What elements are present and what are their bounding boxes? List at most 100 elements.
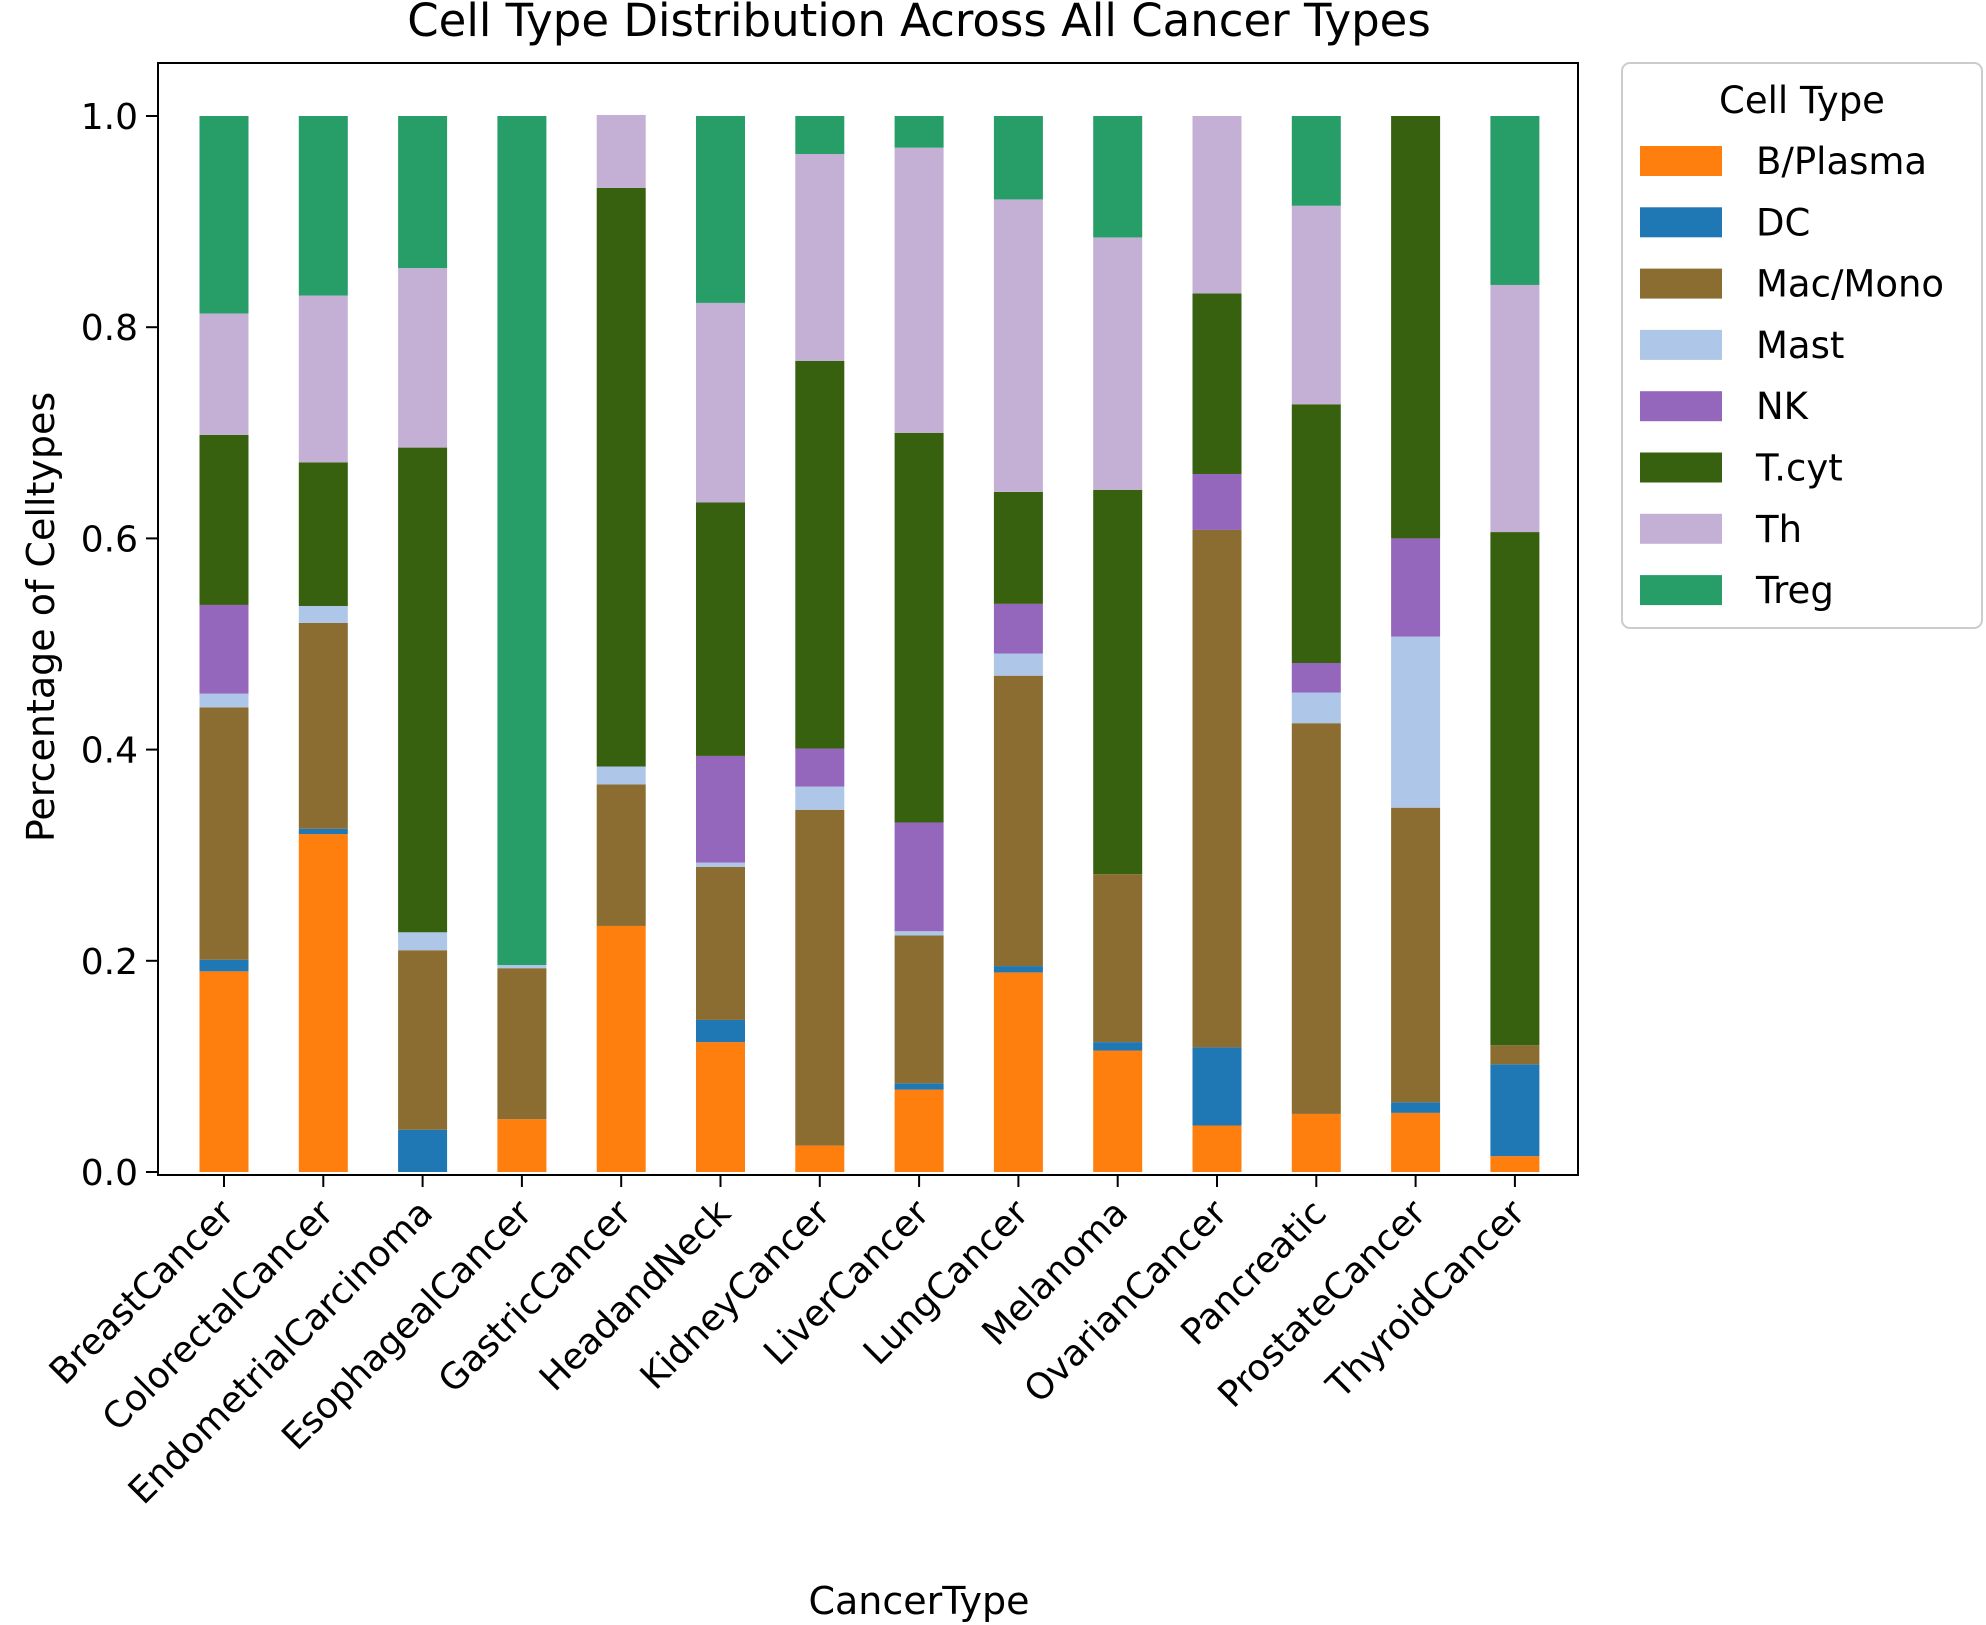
bar-segment (596, 784, 646, 926)
legend: Cell Type B/Plasma DC Mac/Mono Mast NK T.cyt T… (1621, 62, 1983, 629)
bar-segment (596, 925, 646, 1172)
legend-item-label: Treg (1755, 569, 1834, 612)
bar-segment (298, 622, 348, 829)
legend-frame (1621, 62, 1983, 629)
bar-segment (696, 1019, 745, 1043)
bar-segment (993, 199, 1043, 492)
bar-segment (696, 862, 745, 867)
bar-segment (1291, 723, 1341, 1114)
bar-segment (1490, 532, 1540, 1046)
legend-swatch (1640, 575, 1722, 606)
legend-item-label: Mast (1756, 324, 1844, 367)
bar-segment (1093, 1042, 1143, 1051)
bar-segment (894, 931, 944, 936)
bar-segment (696, 116, 745, 303)
legend-swatch (1640, 391, 1722, 422)
bar-segment (894, 935, 944, 1084)
bar-segment (199, 693, 249, 708)
legend-item-label: B/Plasma (1756, 140, 1927, 183)
bar-segment (894, 1083, 944, 1090)
bar-segment (1192, 473, 1242, 530)
bar-segment (1291, 1113, 1341, 1172)
bar-segment (298, 295, 348, 463)
y-tick-label: 0.4 (81, 731, 138, 772)
bar-segment (1291, 663, 1341, 693)
bar-segment (1093, 1050, 1143, 1172)
x-axis: BreastCancerColorectalCancerEndometrialC… (42, 1175, 1533, 1512)
bar-segment (199, 959, 249, 972)
legend-swatch (1640, 268, 1722, 299)
bar-segment (696, 866, 745, 1020)
bar-segment (497, 116, 547, 966)
y-tick-label: 0.0 (81, 1153, 138, 1194)
bar-segment (199, 434, 249, 605)
bars-layer (199, 114, 1540, 1172)
bar-segment (1391, 636, 1441, 808)
legend-swatch (1640, 329, 1722, 360)
bar-segment (1291, 692, 1341, 724)
bar-segment (199, 707, 249, 960)
legend-swatch (1640, 207, 1722, 238)
y-axis: 0.0 0.2 0.4 0.6 0.8 1.0 (81, 97, 158, 1194)
legend-swatch (1640, 146, 1722, 176)
legend-item-label: NK (1756, 385, 1810, 428)
bar-segment (696, 755, 745, 863)
bar-segment (1391, 1102, 1441, 1113)
bar-segment (1391, 116, 1441, 539)
bar-segment (398, 950, 448, 1130)
y-tick-label: 0.8 (81, 308, 138, 349)
bar-segment (795, 748, 845, 787)
bar-segment (993, 675, 1043, 967)
bar-segment (1490, 284, 1540, 533)
bar-segment (596, 114, 646, 188)
bar-segment (199, 604, 249, 694)
bar-segment (298, 828, 348, 835)
bar-segment (398, 116, 448, 269)
bar-segment (1093, 874, 1143, 1043)
plot-frame (157, 62, 1579, 1176)
bar-segment (894, 116, 944, 148)
legend-item-label: DC (1756, 201, 1810, 244)
bar-segment (696, 502, 745, 756)
bar-segment (993, 972, 1043, 1172)
chart-title: Cell Type Distribution Across All Cancer… (407, 0, 1431, 47)
bar-segment (993, 603, 1043, 654)
bar-segment (795, 360, 845, 749)
bar-segment (497, 1119, 547, 1172)
legend-item-label: Mac/Mono (1756, 263, 1944, 306)
bar-segment (894, 822, 944, 932)
bar-segment (795, 809, 845, 1146)
bar-segment (199, 116, 249, 314)
bar-segment (1291, 116, 1341, 206)
bar-segment (1490, 1064, 1540, 1157)
bar-segment (993, 116, 1043, 200)
legend-item-label: T.cyt (1755, 447, 1843, 490)
bar-segment (1192, 529, 1242, 1048)
legend-title: Cell Type (1719, 79, 1885, 122)
bar-segment (894, 1089, 944, 1172)
bar-segment (398, 447, 448, 933)
bar-segment (298, 116, 348, 296)
bar-segment (1192, 1047, 1242, 1126)
bar-segment (1291, 205, 1341, 405)
bar-segment (497, 968, 547, 1120)
bar-segment (1093, 116, 1143, 238)
bar-segment (1490, 116, 1540, 285)
bar-segment (1391, 807, 1441, 1103)
y-tick-label: 1.0 (81, 97, 138, 138)
bar-segment (795, 786, 845, 810)
bar-segment (1192, 1125, 1242, 1172)
legend-swatch (1640, 452, 1722, 483)
bar-segment (398, 1129, 448, 1172)
bar-segment (199, 971, 249, 1172)
bar-segment (1490, 1156, 1540, 1172)
bar-segment (398, 932, 448, 951)
bar-segment (298, 605, 348, 623)
bar-segment (1093, 489, 1143, 875)
bar-segment (696, 1042, 745, 1172)
bar-segment (1192, 116, 1242, 294)
y-tick-label: 0.2 (81, 942, 138, 983)
bar-segment (497, 965, 547, 969)
bar-segment (199, 313, 249, 435)
